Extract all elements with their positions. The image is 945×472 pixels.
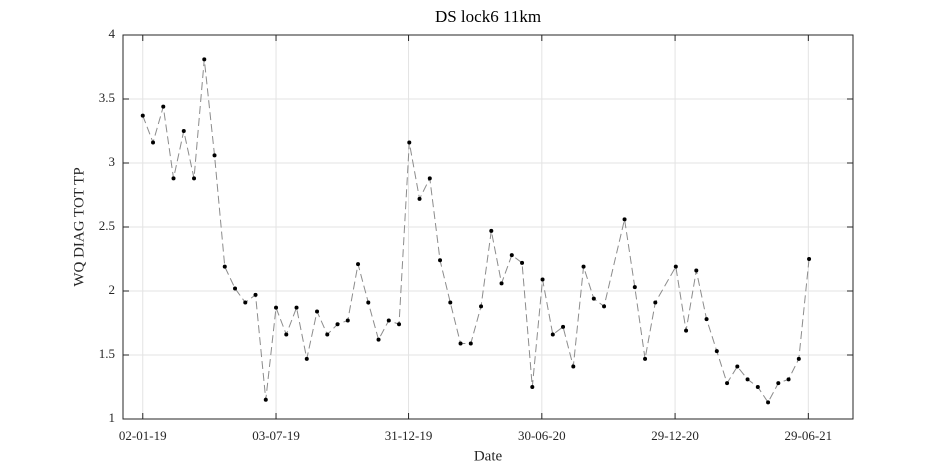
data-point	[233, 286, 238, 291]
data-point	[181, 129, 186, 133]
x-tick-label: 31-12-19	[385, 428, 433, 443]
data-point	[140, 113, 145, 118]
y-tick-label: 1.5	[99, 346, 115, 361]
chart-title: DS lock6 11km	[435, 7, 541, 26]
data-point	[561, 324, 566, 329]
data-point	[571, 364, 576, 369]
data-point	[376, 337, 381, 342]
data-point	[694, 268, 699, 273]
data-point	[786, 377, 791, 382]
data-point	[161, 104, 166, 109]
data-point	[263, 397, 268, 402]
data-point	[602, 304, 607, 309]
y-tick-label: 1	[109, 410, 116, 425]
data-point	[458, 341, 463, 346]
data-point	[356, 262, 361, 267]
data-point	[704, 317, 709, 322]
data-point	[315, 309, 320, 314]
data-point	[735, 364, 740, 369]
data-point	[581, 264, 586, 269]
y-tick-label: 4	[109, 26, 116, 41]
data-point	[243, 300, 248, 305]
y-axis-label: WQ DIAG TOT TP	[71, 167, 87, 286]
data-point	[202, 57, 207, 62]
x-tick-label: 03-07-19	[252, 428, 300, 443]
data-point	[807, 257, 812, 261]
x-tick-label: 02-01-19	[119, 428, 167, 443]
y-tick-label: 3	[109, 154, 116, 169]
data-point	[171, 176, 176, 181]
data-point	[755, 385, 760, 389]
data-point	[417, 196, 422, 201]
data-point	[345, 318, 350, 323]
data-point	[397, 322, 402, 327]
data-point	[776, 381, 781, 386]
data-point	[643, 356, 648, 361]
data-point	[499, 281, 504, 286]
data-point	[284, 332, 289, 337]
data-point	[253, 292, 258, 297]
data-point	[714, 349, 719, 354]
data-line	[142, 59, 810, 404]
axes-box	[122, 34, 854, 420]
data-point	[366, 300, 371, 305]
data-point	[653, 300, 658, 305]
data-point	[468, 341, 473, 346]
data-point	[335, 322, 340, 327]
data-point	[766, 400, 771, 405]
y-tick-label: 3.5	[99, 90, 115, 105]
data-point	[673, 264, 678, 269]
data-point	[438, 258, 443, 263]
x-tick-label: 29-06-21	[785, 428, 833, 443]
data-point	[212, 153, 217, 158]
data-point	[725, 381, 730, 386]
data-point	[796, 356, 801, 361]
data-point	[591, 296, 596, 301]
data-point	[509, 253, 514, 258]
data-point	[448, 300, 453, 305]
data-point	[684, 328, 689, 333]
data-point	[489, 228, 494, 233]
data-point	[325, 332, 330, 337]
data-point	[550, 332, 555, 337]
x-tick-label: 30-06-20	[518, 428, 566, 443]
x-axis-label: Date	[474, 448, 503, 464]
data-point	[540, 277, 545, 282]
data-point	[622, 217, 627, 222]
data-point	[745, 377, 750, 382]
data-point	[479, 304, 484, 309]
data-point	[386, 318, 391, 323]
data-point	[151, 140, 156, 145]
data-point	[192, 176, 197, 181]
data-point	[407, 140, 412, 145]
y-tick-label: 2.5	[99, 218, 115, 233]
data-point	[294, 305, 299, 310]
data-point	[530, 385, 535, 389]
data-point	[632, 285, 637, 290]
x-tick-label: 29-12-20	[651, 428, 699, 443]
data-point	[427, 176, 432, 181]
data-point	[304, 356, 309, 361]
data-point	[222, 264, 227, 269]
data-point	[520, 260, 525, 265]
data-point	[274, 305, 279, 310]
y-tick-label: 2	[109, 282, 116, 297]
